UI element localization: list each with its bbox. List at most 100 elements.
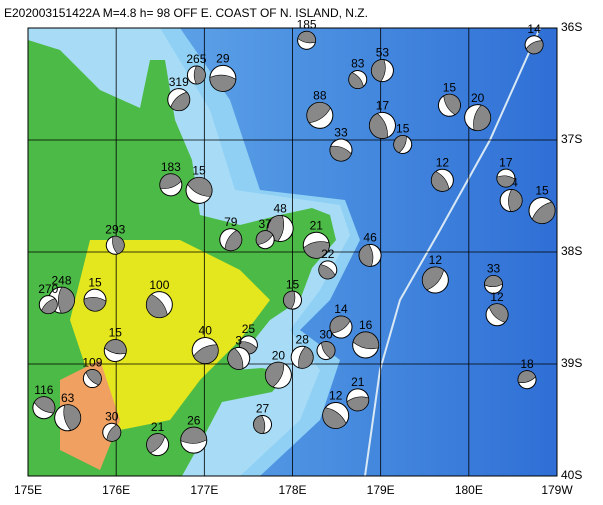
focal-mechanism [167,88,191,112]
focal-mechanism [368,111,396,139]
beachball-compression [306,102,331,124]
depth-label: 30 [319,328,333,342]
beachball-compression [193,344,219,364]
beachball-compression [104,339,127,355]
beachball-compression [352,331,379,350]
y-tick-label: 40S [561,468,582,482]
focal-mechanism [358,243,382,267]
focal-mechanism [290,345,314,369]
beachball-compression [57,286,75,314]
focal-mechanism [485,303,509,327]
focal-mechanism [430,168,454,192]
beachball-compression [443,93,461,116]
focal-mechanism [484,274,504,294]
focal-mechanism [352,331,380,359]
depth-label: 12 [329,389,343,403]
focal-mechanism [191,337,219,365]
x-tick-label: 179W [541,483,573,497]
focal-mechanism [302,231,330,259]
beachball-compression [298,346,314,369]
depth-label: 33 [334,125,348,139]
focal-mechanism [306,101,334,129]
depth-label: 100 [149,278,169,292]
x-tick-label: 178E [278,483,306,497]
focal-mechanism [528,197,556,225]
depth-label: 27 [256,402,270,416]
beachball-compression [393,135,407,154]
y-tick-label: 36S [561,20,582,34]
focal-mechanism [370,59,394,83]
focal-mechanism [316,341,336,361]
beachball-compression [525,40,544,55]
depth-label: 248 [51,273,71,287]
beachball-compression [488,303,509,323]
beachball-compression [283,290,296,310]
focal-mechanism [346,388,370,412]
beachball-compression [431,171,450,192]
depth-label: 17 [499,155,513,169]
depth-label: 15 [109,326,123,340]
beachball-compression [255,230,274,245]
focal-mechanism [348,70,368,90]
x-tick-label: 175E [14,483,42,497]
focal-mechanism [186,65,206,85]
beachball-compression [329,145,352,162]
depth-label: 16 [359,318,373,332]
depth-label: 18 [520,357,534,371]
depth-label: 15 [535,184,549,198]
depth-label: 12 [429,253,443,267]
focal-mechanism [102,422,122,442]
beachball-compression [41,298,58,314]
depth-label: 109 [82,356,102,370]
beachball-compression [496,175,516,188]
beachball-compression [224,229,243,251]
beachball-compression [33,396,56,414]
depth-label: 3 [235,334,242,348]
depth-label: 21 [351,375,365,389]
depth-label: 26 [187,413,201,427]
focal-mechanism [318,260,338,280]
beachball-compression [517,370,536,384]
beachball-compression [193,65,206,85]
depth-label: 79 [224,215,238,229]
focal-mechanism [82,369,102,389]
map-title: E202003151422A M=4.8 h= 98 OFF E. COAST … [4,6,368,20]
focal-mechanism [499,188,523,212]
depth-label: 17 [376,99,390,113]
focal-mechanism [145,291,173,319]
focal-mechanism [32,396,56,420]
depth-label: 83 [351,57,365,71]
focal-mechanism [105,235,125,255]
focal-mechanism [264,361,292,389]
beachball-compression [531,201,556,224]
beachball-compression [83,297,107,312]
depth-label: 46 [363,231,377,245]
beachball-compression [369,113,388,139]
depth-label: 14 [334,302,348,316]
depth-label: 63 [61,391,75,405]
depth-label: 29 [216,52,230,66]
beachball-compression [322,407,347,429]
beachball-compression [146,294,168,318]
x-tick-label: 179E [367,483,395,497]
depth-label: 88 [313,89,327,103]
focal-mechanism [283,290,302,310]
depth-label: 12 [490,290,504,304]
depth-label: 20 [272,348,286,362]
focal-mechanism [103,339,127,363]
depth-label: 15 [192,164,206,178]
focal-mechanism [185,176,213,204]
beachball-compression [346,396,370,412]
focal-mechanism [393,134,413,154]
beachball-compression [348,72,364,89]
beachball-compression [112,235,125,255]
focal-mechanism [38,295,58,315]
focal-mechanism [322,402,350,430]
depth-label: 15 [88,275,102,289]
focal-mechanism [146,433,170,457]
beachball-compression [227,347,244,370]
focal-mechanism [329,315,353,339]
depth-label: 293 [105,222,125,236]
beachball-compression [297,31,316,44]
